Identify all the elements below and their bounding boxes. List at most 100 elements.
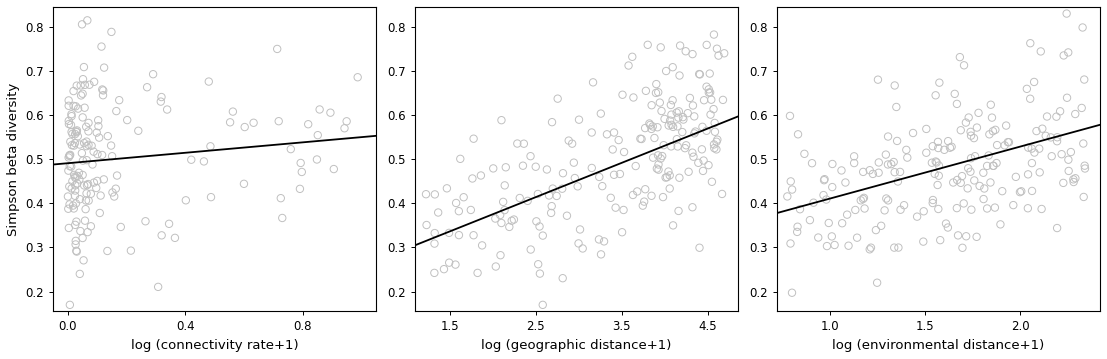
Point xyxy=(701,71,718,76)
Point xyxy=(664,124,682,130)
Point xyxy=(80,129,97,134)
Point xyxy=(708,137,726,143)
Point xyxy=(663,122,681,128)
Point xyxy=(530,224,548,229)
Point xyxy=(674,114,692,120)
Point xyxy=(984,163,1002,169)
Point xyxy=(68,248,85,254)
Point xyxy=(914,209,932,214)
Point xyxy=(465,136,483,141)
Point xyxy=(152,99,169,104)
Point xyxy=(702,112,720,117)
Point xyxy=(66,238,84,244)
Point xyxy=(495,199,513,205)
Point xyxy=(968,125,985,130)
Point xyxy=(62,164,80,169)
Point xyxy=(613,229,631,235)
Point xyxy=(962,155,980,161)
Point xyxy=(837,180,855,185)
Point xyxy=(927,92,944,98)
Point xyxy=(75,105,93,111)
Point xyxy=(1059,50,1077,55)
Point xyxy=(958,233,975,239)
Point xyxy=(235,181,252,187)
Point xyxy=(441,260,458,266)
Point xyxy=(695,97,713,103)
Point xyxy=(987,160,1005,166)
Point xyxy=(544,119,561,125)
Point xyxy=(778,194,796,199)
Point xyxy=(879,197,897,203)
Point xyxy=(1020,205,1037,211)
Point xyxy=(855,169,872,175)
Point xyxy=(899,155,917,160)
Point xyxy=(59,194,76,199)
Point xyxy=(649,153,666,158)
Point xyxy=(989,142,1006,148)
Point xyxy=(879,134,897,139)
Point xyxy=(435,266,453,272)
Point xyxy=(1065,179,1083,185)
Point xyxy=(66,131,84,137)
Point xyxy=(603,146,621,152)
Point xyxy=(548,193,566,199)
Point xyxy=(103,153,121,159)
Point xyxy=(514,163,531,169)
Point xyxy=(549,96,567,102)
Point xyxy=(931,237,949,243)
Point xyxy=(598,131,615,137)
Point xyxy=(201,143,219,149)
Point xyxy=(496,207,514,213)
Point xyxy=(272,195,290,201)
Point xyxy=(1053,151,1070,157)
Point xyxy=(66,175,84,181)
Point xyxy=(855,195,872,201)
Point xyxy=(801,217,819,223)
Point xyxy=(95,177,113,182)
Point xyxy=(1062,149,1079,155)
Point xyxy=(64,203,82,209)
Point xyxy=(76,218,94,224)
Point xyxy=(91,210,108,216)
Point xyxy=(691,71,708,77)
Point xyxy=(974,170,992,176)
Point xyxy=(203,194,220,200)
Point xyxy=(108,173,126,178)
Point xyxy=(877,152,894,158)
Point xyxy=(82,223,100,229)
Point xyxy=(789,131,807,137)
X-axis label: log (geographic distance+1): log (geographic distance+1) xyxy=(482,339,672,352)
Point xyxy=(1058,95,1076,101)
Point xyxy=(943,144,961,150)
Point xyxy=(980,153,997,158)
Point xyxy=(861,167,879,173)
Point xyxy=(982,180,1000,185)
Point xyxy=(962,169,980,174)
Point xyxy=(676,48,694,54)
Point xyxy=(63,111,81,117)
Y-axis label: Simpson beta diversity: Simpson beta diversity xyxy=(7,83,20,236)
Point xyxy=(867,227,884,233)
Point xyxy=(670,115,687,121)
Point xyxy=(997,123,1015,129)
Point xyxy=(60,225,77,231)
Point xyxy=(573,246,591,251)
Point xyxy=(888,138,906,144)
Point xyxy=(1052,108,1069,114)
Point xyxy=(660,123,677,129)
Point xyxy=(706,129,724,135)
Point xyxy=(691,245,708,251)
Point xyxy=(441,230,458,236)
Point xyxy=(72,228,90,234)
Point xyxy=(71,142,89,148)
Point xyxy=(1027,128,1045,134)
Point xyxy=(508,141,526,146)
Point xyxy=(960,115,977,120)
Point xyxy=(1031,169,1048,175)
Point xyxy=(650,89,668,95)
Point xyxy=(929,182,946,188)
Point xyxy=(703,97,721,103)
Point xyxy=(1033,206,1051,212)
Point xyxy=(72,93,90,98)
Point xyxy=(87,130,105,135)
